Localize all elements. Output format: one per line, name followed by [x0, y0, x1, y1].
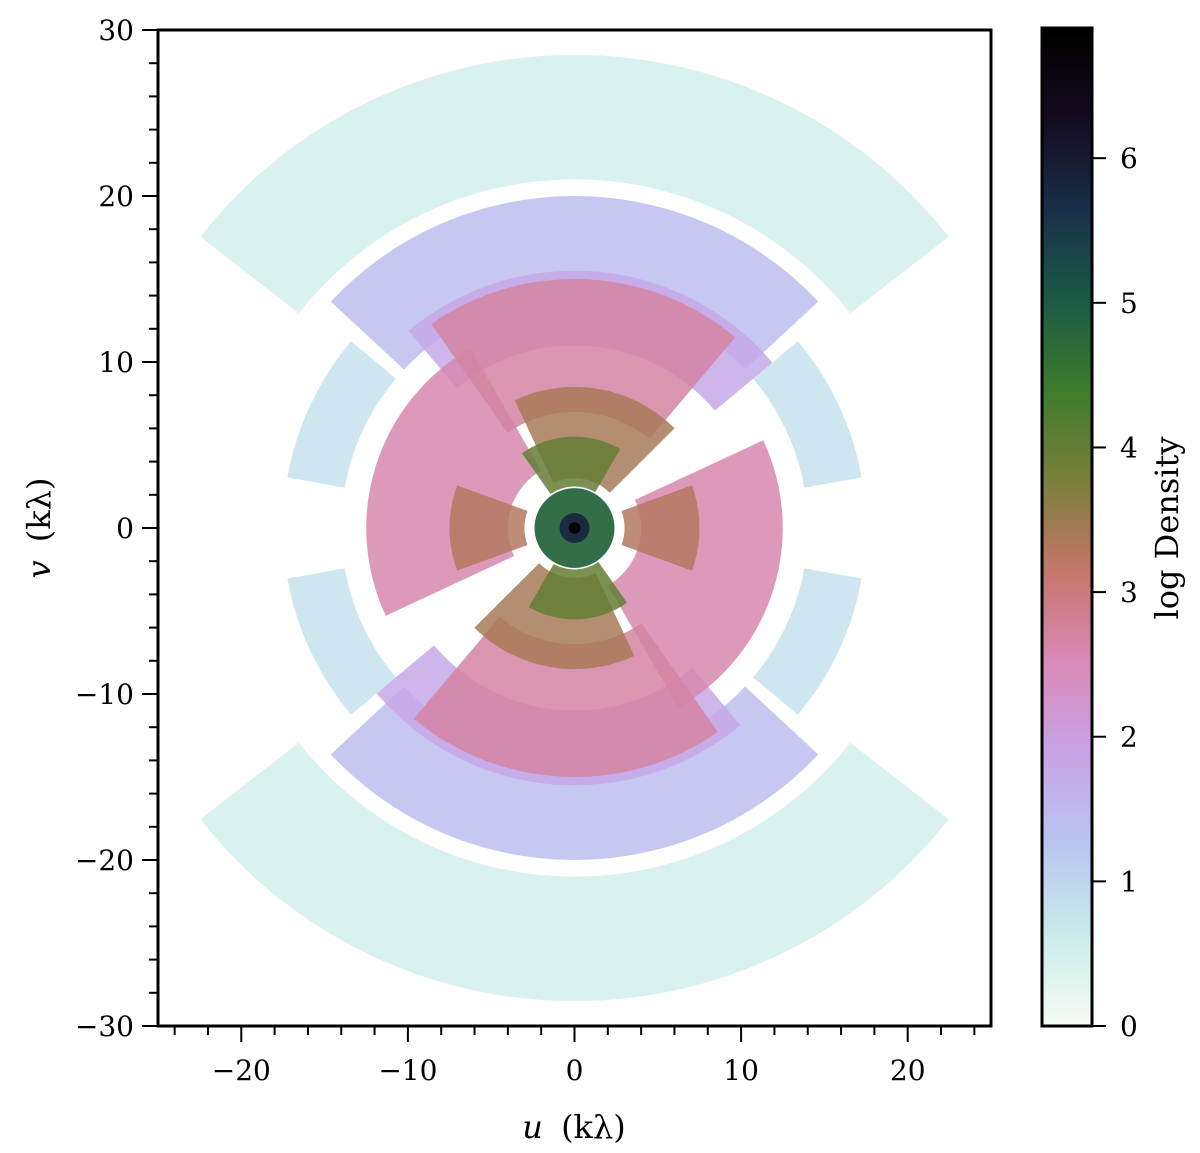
- sector-side-right-lower: [753, 568, 862, 715]
- sector-lobe-right: [621, 485, 700, 571]
- sector-outer-top: [200, 54, 949, 314]
- colorbar-tick-label: 2: [1120, 721, 1138, 754]
- x-tick-label: −20: [212, 1054, 271, 1087]
- colorbar-label: log Density: [1148, 437, 1186, 620]
- y-axis-unit: (kλ): [20, 478, 58, 543]
- colorbar-tick-label: 3: [1120, 576, 1138, 609]
- y-tick-label: −10: [75, 678, 134, 711]
- colorbar-tick-label: 1: [1120, 865, 1138, 898]
- colorbar-tick-label: 5: [1120, 287, 1138, 320]
- colorbar-ticks: 0 1 2 3 4 5 6: [1092, 142, 1138, 1043]
- sector-side-right-upper: [753, 341, 862, 488]
- sector-outer-bottom: [200, 742, 949, 1002]
- x-axis-unit: (kλ): [561, 1108, 626, 1146]
- y-axis-label: v (kλ): [20, 478, 58, 579]
- sector-side-left-upper: [287, 341, 396, 488]
- y-tick-label: 0: [116, 512, 134, 545]
- colorbar: 0 1 2 3 4 5 6 log Density: [1040, 26, 1186, 1043]
- sector-mid-bottom: [413, 617, 718, 777]
- y-tick-label: −20: [75, 844, 134, 877]
- y-tick-label: 30: [98, 14, 134, 47]
- colorbar-tick-label: 4: [1120, 431, 1138, 464]
- sector-core-ring-bottom: [528, 561, 628, 620]
- y-axis-variable: v: [20, 560, 58, 578]
- y-tick-label: 10: [98, 346, 134, 379]
- density-sectors: [200, 54, 949, 1002]
- sector-mid-top: [431, 279, 736, 439]
- plot-area: [158, 30, 991, 1026]
- sector-lobe-left: [449, 485, 528, 571]
- x-tick-label: 20: [890, 1054, 926, 1087]
- y-tick-label: 20: [98, 180, 134, 213]
- sector-side-left-lower: [287, 568, 396, 715]
- colorbar-tick-label: 6: [1120, 142, 1138, 175]
- x-tick-label: 10: [723, 1054, 759, 1087]
- x-axis-ticks: −20 −10 0 10 20: [173, 1026, 976, 1087]
- y-tick-label: −30: [75, 1010, 134, 1043]
- sector-core-max: [568, 522, 581, 534]
- y-axis-ticks: −30 −20 −10 0 10 20 30: [75, 14, 158, 1043]
- x-tick-label: −10: [378, 1054, 437, 1087]
- x-axis-label: u (kλ): [522, 1108, 625, 1146]
- x-tick-label: 0: [566, 1054, 584, 1087]
- colorbar-gradient: [1042, 28, 1092, 1026]
- sector-core-ring-top: [521, 436, 621, 495]
- x-axis-variable: u: [522, 1108, 543, 1146]
- colorbar-frame: [1040, 26, 1094, 1028]
- colorbar-tick-label: 0: [1120, 1010, 1138, 1043]
